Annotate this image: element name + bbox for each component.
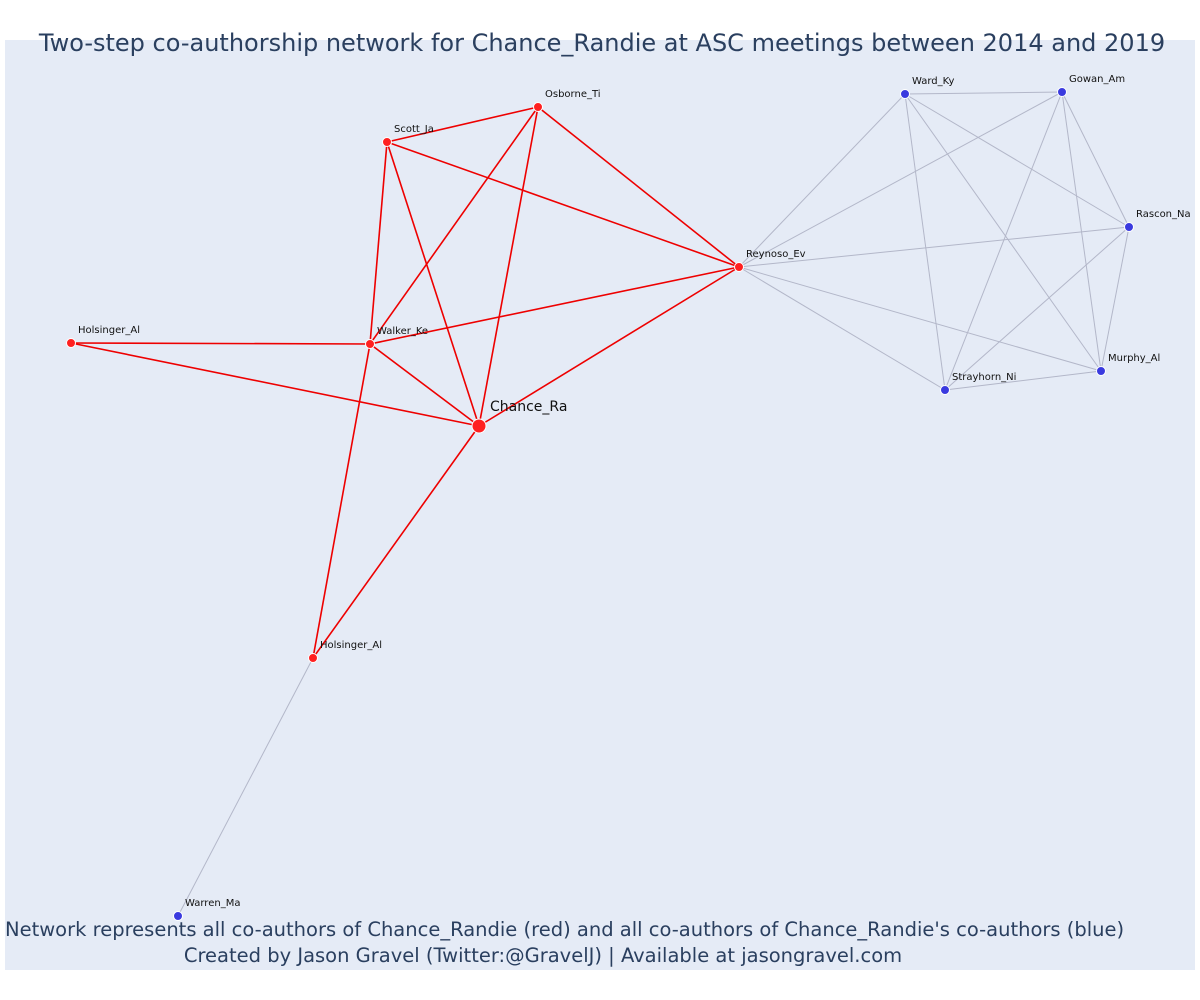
node-label-strayhorn: Strayhorn_Ni [952,372,1016,383]
node-label-holsinger2: Holsinger_Al [320,640,382,651]
node-holsinger1[interactable] [66,338,76,348]
edge-scott-reynoso [386,141,740,268]
edge-chance-osborne [478,106,539,427]
edge-rascon-strayhorn [944,226,1130,391]
edge-reynoso-strayhorn [738,266,946,391]
caption: Network represents all co-authors of Cha… [5,917,1125,969]
node-label-murphy: Murphy_Al [1108,353,1160,364]
edge-gowan-murphy [1061,91,1102,372]
node-label-walker: Walker_Ke [377,326,428,337]
label-layer: Chance_Ra Walker_Ke Scott_Ja Osborne_Ti Reyn… [78,74,1191,909]
edge-walker-osborne [369,106,539,345]
node-label-osborne: Osborne_Ti [545,89,601,100]
edge-osborne-reynoso [537,106,740,268]
edge-reynoso-rascon [738,226,1130,268]
edge-chance-scott [386,141,480,427]
node-scott[interactable] [382,137,392,147]
node-holsinger2[interactable] [308,653,318,663]
edge-ward-strayhorn [904,93,946,391]
node-label-ward: Ward_Ky [912,76,954,87]
node-strayhorn[interactable] [940,385,950,395]
edge-walker-holsinger2 [312,343,371,659]
node-warren[interactable] [173,911,183,921]
edge-layer [70,91,1130,917]
node-gowan[interactable] [1057,87,1067,97]
edge-reynoso-murphy [738,266,1102,372]
edge-ward-gowan [904,91,1063,95]
node-ward[interactable] [900,89,910,99]
plot-area [5,40,1195,970]
chart-title: Two-step co-authorship network for Chanc… [38,29,1166,57]
edge-ward-murphy [904,93,1102,372]
edge-scott-osborne [386,106,539,143]
node-rascon[interactable] [1124,222,1134,232]
caption-line-1: Network represents all co-authors of Cha… [5,918,1125,941]
edge-reynoso-gowan [738,91,1063,268]
node-reynoso[interactable] [734,262,744,272]
node-label-holsinger1: Holsinger_Al [78,325,140,336]
node-walker[interactable] [365,339,375,349]
node-label-warren: Warren_Ma [185,898,240,909]
node-murphy[interactable] [1096,366,1106,376]
edge-rascon-murphy [1100,226,1130,372]
edge-walker-reynoso [369,266,740,345]
edge-chance-walker [369,343,480,427]
edge-murphy-strayhorn [944,370,1102,391]
edge-reynoso-ward [738,93,906,268]
node-label-reynoso: Reynoso_Ev [746,249,806,260]
edge-holsinger2-warren [177,657,314,917]
edge-gowan-strayhorn [944,91,1063,391]
node-layer [66,87,1134,921]
node-label-chance: Chance_Ra [490,399,567,415]
node-chance[interactable] [471,418,487,434]
node-label-gowan: Gowan_Am [1069,74,1125,85]
edge-ward-rascon [904,93,1130,228]
edge-chance-holsinger2 [312,425,480,659]
edge-chance-reynoso [478,266,740,427]
node-label-rascon: Rascon_Na [1136,209,1191,220]
edge-walker-scott [369,141,388,345]
edge-chance-holsinger1 [70,342,480,427]
caption-line-2: Created by Jason Gravel (Twitter:@Gravel… [183,944,903,967]
node-label-scott: Scott_Ja [394,124,434,135]
node-osborne[interactable] [533,102,543,112]
edge-gowan-rascon [1061,91,1130,228]
edge-walker-holsinger1 [70,342,371,345]
